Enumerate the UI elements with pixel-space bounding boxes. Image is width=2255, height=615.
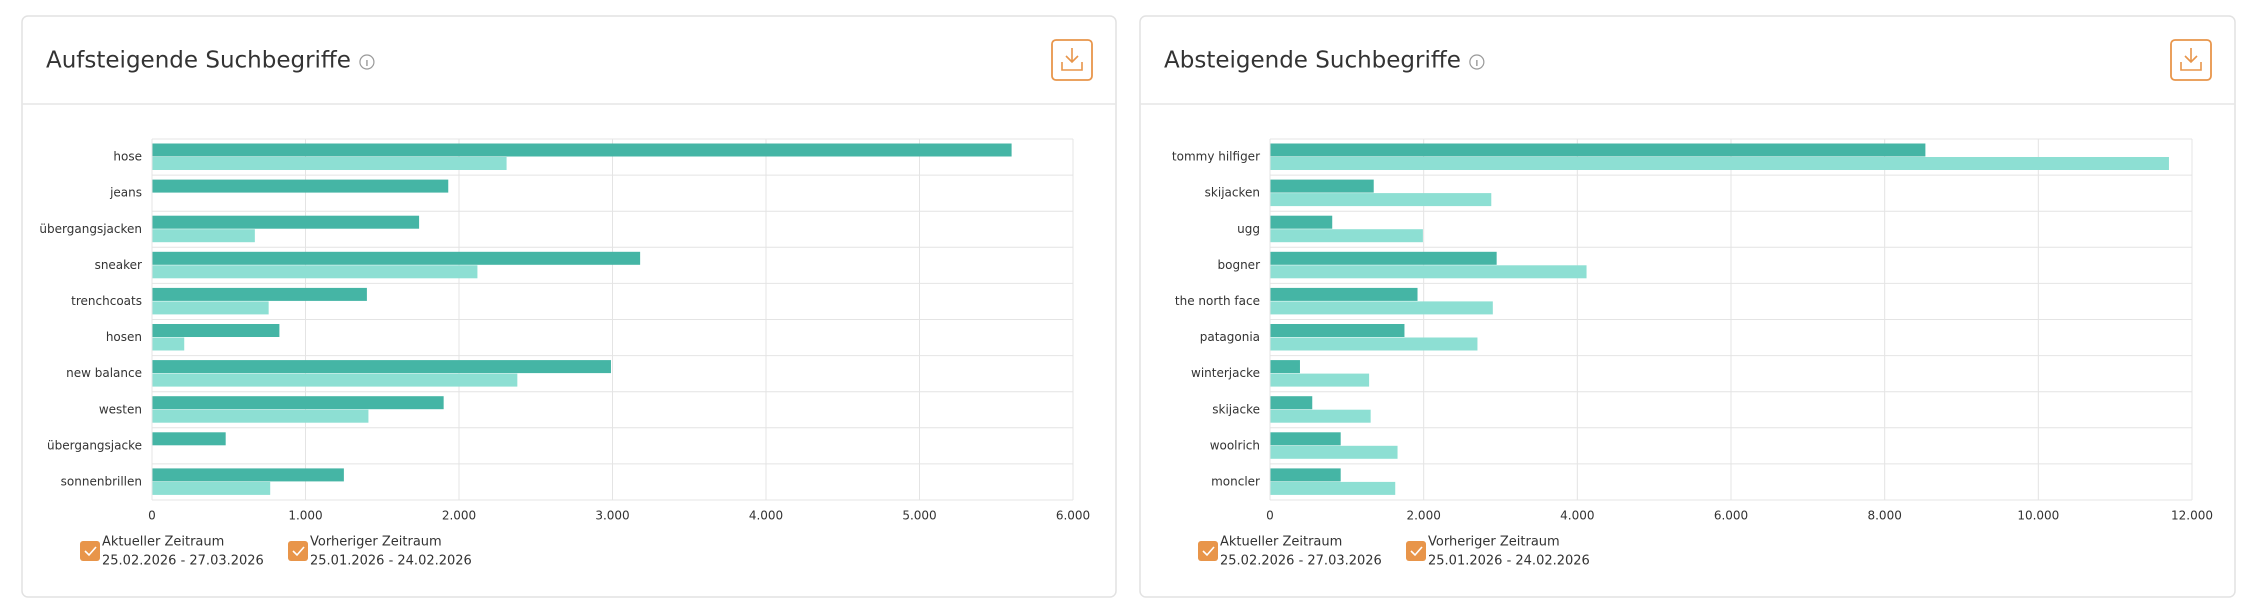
- bar: [152, 409, 369, 423]
- bar: [152, 265, 478, 279]
- y-tick-label: sneaker: [95, 258, 142, 272]
- legend-check: [1410, 546, 1423, 557]
- card-title: Absteigende Suchbegriffe: [1164, 48, 1461, 74]
- y-tick-label: sonnenbrillen: [61, 474, 142, 488]
- legend-checkbox[interactable]: [1406, 541, 1426, 561]
- y-tick-label: winterjacke: [1191, 366, 1260, 380]
- y-tick-label: moncler: [1211, 474, 1260, 488]
- y-tick-label: übergangsjacken: [39, 222, 142, 236]
- bar: [1270, 251, 1497, 265]
- bar: [1270, 445, 1398, 459]
- bar: [152, 157, 507, 170]
- x-tick-label: 6.000: [1056, 509, 1090, 523]
- x-tick-label: 2.000: [1406, 509, 1440, 523]
- card: Aufsteigende Suchbegriffe 0 1.000 2.000 3.00…: [21, 15, 1117, 598]
- bar: [1270, 157, 2169, 170]
- bar: [152, 301, 269, 315]
- legend-checkbox[interactable]: [288, 541, 308, 561]
- info-icon[interactable]: [359, 54, 375, 70]
- y-tick-label: ugg: [1237, 222, 1260, 236]
- y-tick-label: new balance: [66, 366, 142, 380]
- y-tick-label: trenchcoats: [71, 294, 142, 308]
- legend-label: Aktueller Zeitraum: [1220, 535, 1342, 550]
- legend-period: 25.01.2026 - 24.02.2026: [1428, 554, 1590, 569]
- bar: [1270, 229, 1423, 243]
- x-tick-label: 3.000: [595, 509, 629, 523]
- legend-check: [84, 546, 97, 557]
- info-icon[interactable]: [1469, 54, 1485, 70]
- bar: [152, 215, 420, 229]
- bar: [1270, 324, 1405, 337]
- card-title: Aufsteigende Suchbegriffe: [46, 48, 351, 74]
- x-tick-label: 1.000: [288, 509, 322, 523]
- bar: [1270, 215, 1333, 229]
- bar: [152, 432, 226, 446]
- y-tick-label: hosen: [106, 330, 142, 344]
- bar: [152, 337, 185, 351]
- download-icon: [1061, 48, 1083, 71]
- x-tick-label: 0: [1266, 509, 1274, 523]
- y-tick-label: skijacke: [1212, 402, 1260, 416]
- bar: [1270, 265, 1587, 279]
- legend-period: 25.02.2026 - 27.03.2026: [1220, 554, 1382, 569]
- legend-check: [292, 546, 305, 557]
- x-tick-label: 10.000: [2017, 509, 2059, 523]
- y-tick-label: the north face: [1175, 294, 1260, 308]
- bar: [152, 179, 449, 193]
- x-tick-label: 6.000: [1714, 509, 1748, 523]
- y-tick-label: woolrich: [1210, 438, 1260, 452]
- legend-checkbox[interactable]: [1198, 541, 1218, 561]
- bar: [1270, 179, 1374, 193]
- y-tick-label: bogner: [1218, 258, 1261, 272]
- y-tick-label: westen: [99, 402, 142, 416]
- y-tick-label: hose: [113, 150, 142, 164]
- y-tick-label: übergangsjacke: [47, 438, 142, 452]
- x-tick-label: 0: [148, 509, 156, 523]
- legend-check: [1202, 546, 1215, 557]
- bar: [1270, 468, 1341, 482]
- bar: [1270, 396, 1313, 410]
- y-tick-label: patagonia: [1200, 330, 1260, 344]
- bar: [1270, 360, 1300, 374]
- x-tick-label: 8.000: [1867, 509, 1901, 523]
- bar: [152, 143, 1012, 157]
- y-tick-label: skijacken: [1205, 186, 1260, 200]
- legend-checkbox[interactable]: [80, 541, 100, 561]
- x-tick-label: 4.000: [1560, 509, 1594, 523]
- bar: [1270, 337, 1478, 351]
- bar: [1270, 193, 1492, 207]
- bar: [152, 251, 641, 265]
- legend-label: Aktueller Zeitraum: [102, 535, 224, 550]
- card: Absteigende Suchbegriffe 0 2.000 4.000 6.000…: [1139, 15, 2236, 598]
- bar: [152, 481, 271, 495]
- y-tick-label: tommy hilfiger: [1172, 150, 1260, 164]
- x-tick-label: 4.000: [749, 509, 783, 523]
- x-tick-label: 2.000: [442, 509, 476, 523]
- bar: [1270, 409, 1371, 423]
- bar: [152, 396, 444, 410]
- legend-label: Vorheriger Zeitraum: [1428, 535, 1560, 550]
- x-tick-label: 12.000: [2171, 509, 2213, 523]
- bar: [1270, 481, 1396, 495]
- bar: [1270, 301, 1493, 315]
- y-tick-label: jeans: [109, 186, 142, 200]
- bar: [152, 324, 280, 337]
- download-icon: [2180, 48, 2202, 71]
- bar: [152, 360, 611, 374]
- bar: [1270, 432, 1341, 446]
- bar: [152, 287, 367, 301]
- x-tick-label: 5.000: [902, 509, 936, 523]
- bar: [152, 373, 518, 387]
- bar: [1270, 143, 1926, 157]
- bar: [1270, 373, 1370, 387]
- legend-period: 25.01.2026 - 24.02.2026: [310, 554, 472, 569]
- bar: [1270, 287, 1418, 301]
- legend-label: Vorheriger Zeitraum: [310, 535, 442, 550]
- bar: [152, 468, 344, 482]
- bar: [152, 229, 255, 243]
- legend-period: 25.02.2026 - 27.03.2026: [102, 554, 264, 569]
